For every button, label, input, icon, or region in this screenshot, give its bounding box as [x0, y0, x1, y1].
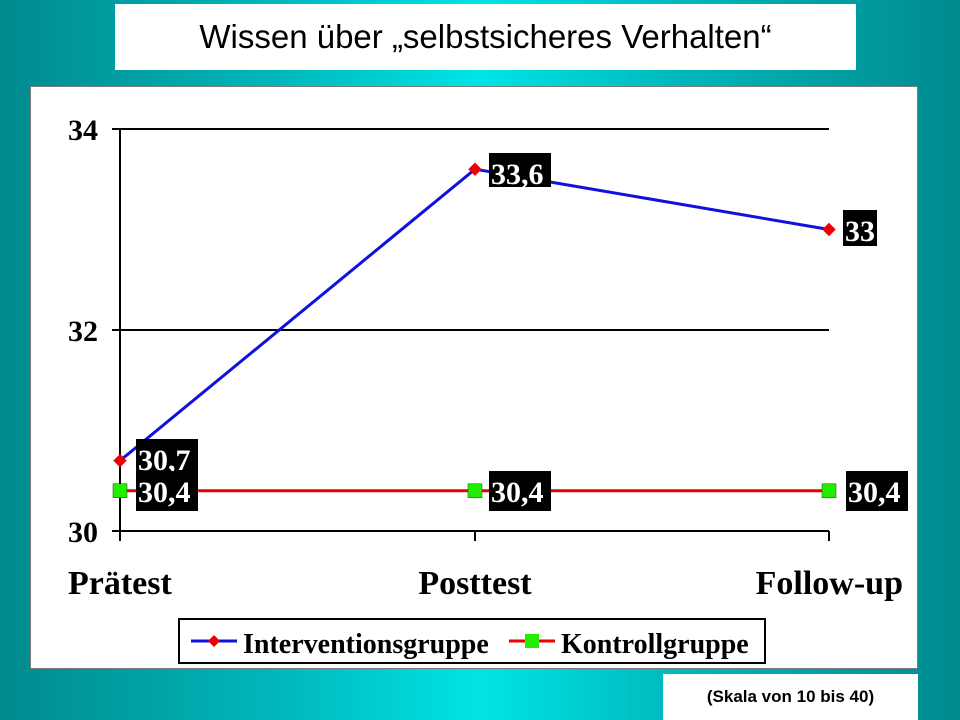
legend-marker — [208, 635, 220, 647]
y-tick-label: 34 — [68, 114, 98, 147]
x-tick-label: Follow-up — [756, 565, 903, 602]
legend: Interventionsgruppe Kontrollgruppe — [178, 618, 766, 664]
svg-text:33,6: 33,6 — [491, 158, 544, 191]
data-point-interventionsgruppe — [468, 162, 482, 176]
data-label-interventionsgruppe: 33,6 — [489, 153, 551, 191]
svg-text:30,4: 30,4 — [848, 476, 901, 509]
y-tick-label: 30 — [68, 516, 98, 549]
data-point-kontrollgruppe — [467, 483, 483, 499]
svg-text:30,4: 30,4 — [138, 476, 191, 509]
series-line-interventionsgruppe — [119, 167, 830, 462]
data-point-kontrollgruppe — [821, 483, 837, 499]
x-tick-label: Prätest — [68, 565, 173, 602]
data-label-interventionsgruppe: 33 — [843, 210, 877, 248]
svg-text:33: 33 — [845, 215, 875, 248]
legend-marker — [525, 634, 539, 648]
data-point-interventionsgruppe — [822, 222, 836, 237]
data-point-kontrollgruppe — [112, 483, 128, 499]
chart-title: Wissen über „selbstsicheres Verhalten“ — [115, 4, 856, 70]
y-tick-label: 32 — [68, 315, 98, 348]
svg-text:30,4: 30,4 — [491, 476, 544, 509]
x-tick-label: Posttest — [418, 565, 532, 602]
chart-panel: 30 32 34 Prätest Posttest Follow-up 30,7 33,6 33… — [30, 86, 918, 669]
data-label-kontrollgruppe: 30,4 — [846, 471, 908, 511]
legend-label: Interventionsgruppe — [243, 629, 489, 660]
data-label-kontrollgruppe: 30,4 — [136, 471, 198, 511]
scale-note: (Skala von 10 bis 40) — [663, 674, 918, 720]
data-label-kontrollgruppe: 30,4 — [489, 471, 551, 511]
legend-label: Kontrollgruppe — [561, 629, 749, 660]
data-point-interventionsgruppe — [113, 453, 127, 468]
